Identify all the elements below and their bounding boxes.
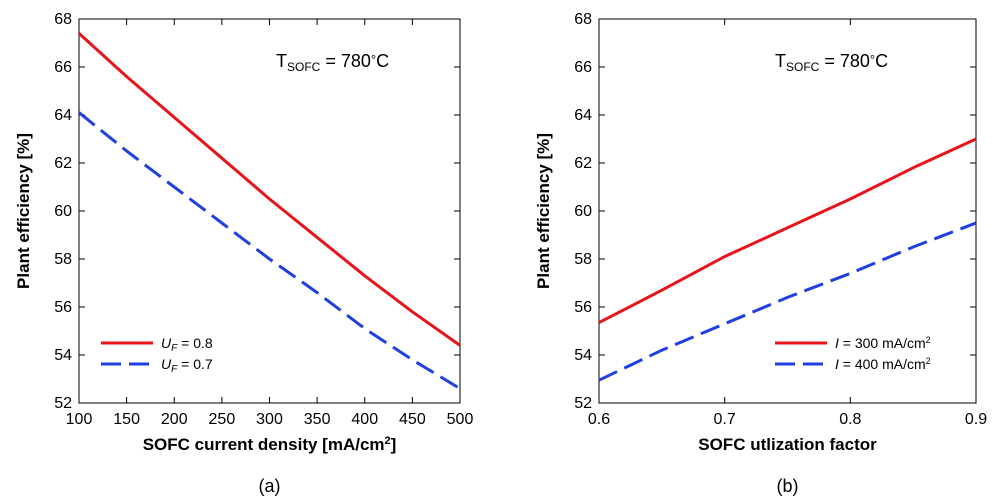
legend-sup: 2: [926, 335, 931, 345]
x-tick-label: 100: [66, 411, 93, 428]
y-tick-label: 56: [54, 299, 72, 316]
panel-label: (b): [777, 476, 799, 496]
x-tick-label: 0.7: [714, 411, 736, 428]
legend-rest: = 0.7: [177, 356, 213, 372]
y-tick-label: 58: [574, 251, 592, 268]
legend-rest: = 300 mA/cm: [839, 335, 926, 351]
x-axis-label: SOFC utlization factor: [698, 435, 877, 454]
annotation-degree: °: [371, 52, 376, 67]
x-tick-label: 350: [304, 411, 331, 428]
series-line-2: [598, 221, 977, 382]
x-tick-label: 400: [351, 411, 378, 428]
series-line-1: [598, 137, 977, 324]
x-tick-label: 300: [256, 411, 283, 428]
y-tick-label: 62: [54, 155, 72, 172]
x-axis-label-end: ]: [391, 435, 397, 454]
temperature-annotation: TSOFC = 780°C: [276, 51, 389, 74]
x-tick-label: 200: [161, 411, 188, 428]
legend-var: I: [835, 335, 839, 351]
y-tick-label: 58: [54, 251, 72, 268]
legend-sup: 2: [926, 356, 931, 366]
annotation-sub: SOFC: [287, 60, 321, 74]
legend-rest: = 400 mA/cm: [839, 356, 926, 372]
x-axis-label-text: SOFC utlization factor: [698, 435, 877, 454]
annotation-sub: SOFC: [786, 60, 820, 74]
y-tick-label: 64: [574, 107, 592, 124]
y-tick-label: 56: [574, 299, 592, 316]
legend-entry-1: UF = 0.8: [161, 335, 213, 354]
y-tick-label: 64: [54, 107, 72, 124]
x-tick-label: 450: [399, 411, 426, 428]
x-tick-label: 0.9: [965, 411, 987, 428]
x-tick-label: 0.8: [839, 411, 861, 428]
y-tick-label: 66: [574, 59, 592, 76]
y-tick-label: 62: [574, 155, 592, 172]
y-tick-label: 66: [54, 59, 72, 76]
x-tick-label: 150: [113, 411, 140, 428]
legend-var: U: [161, 356, 172, 372]
y-tick-label: 68: [54, 11, 72, 28]
series-line-1: [77, 32, 461, 347]
x-tick-label: 0.6: [588, 411, 610, 428]
legend-entry-2: I = 400 mA/cm2: [835, 356, 931, 372]
series-line-2: [78, 111, 461, 390]
legend-sub: F: [171, 343, 178, 354]
x-tick-label: 500: [447, 411, 474, 428]
legend-var: I: [835, 356, 839, 372]
annotation-main: T: [276, 51, 287, 71]
legend-var: U: [161, 335, 172, 351]
y-axis-label: Plant efficiency [%]: [14, 133, 33, 289]
temperature-annotation: TSOFC = 780°C: [775, 51, 888, 74]
panel-label: (a): [259, 476, 281, 496]
x-axis-label: SOFC current density [mA/cm2]: [143, 435, 397, 454]
y-tick-label: 60: [54, 203, 72, 220]
annotation-main: T: [775, 51, 786, 71]
annotation-unit: C: [875, 51, 888, 71]
y-axis-label: Plant efficiency [%]: [534, 133, 553, 289]
x-axis-label-sup: 2: [385, 435, 391, 447]
y-tick-label: 52: [574, 395, 592, 412]
y-tick-label: 54: [54, 347, 72, 364]
legend-rest: = 0.8: [177, 335, 213, 351]
y-tick-label: 68: [574, 11, 592, 28]
chart-panel-b: 52 54 56 58 60 62 64 66 68 0.6 0.7 0.8 0.9 SOFC utliz…: [534, 11, 987, 496]
y-tick-label: 54: [574, 347, 592, 364]
y-tick-label: 52: [54, 395, 72, 412]
y-tick-label: 60: [574, 203, 592, 220]
x-tick-label: 250: [209, 411, 236, 428]
annotation-unit: C: [376, 51, 389, 71]
legend-entry-1: I = 300 mA/cm2: [835, 335, 931, 351]
plot-frame: [78, 18, 461, 404]
annotation-rest: = 780: [819, 51, 870, 71]
chart-panel-a: 52 54 56 58 60 62 64 66 68 100 150 200 250 300 350 400 4…: [14, 11, 473, 496]
legend-entry-2: UF = 0.7: [161, 356, 213, 375]
annotation-rest: = 780: [320, 51, 371, 71]
legend-sub: F: [171, 364, 178, 375]
x-axis-label-text: SOFC current density [mA/cm: [143, 435, 385, 454]
annotation-degree: °: [870, 52, 875, 67]
